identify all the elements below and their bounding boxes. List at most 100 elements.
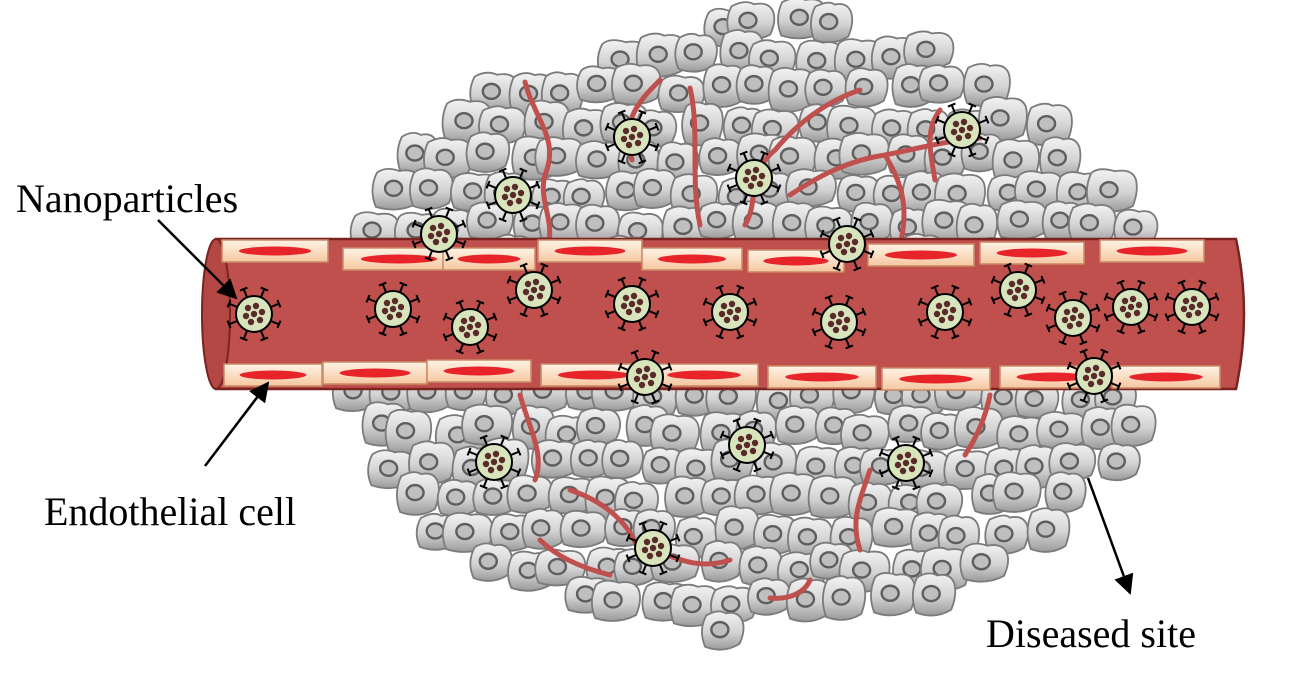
nanoparticle-icon [442, 299, 498, 355]
endothelial-cell-icon [426, 359, 532, 383]
tissue-cell-icon [575, 407, 622, 446]
nanoparticle-icon [726, 150, 782, 206]
tissue-cell-icon [409, 167, 454, 210]
nanoparticle-icon [934, 102, 990, 158]
nanoparticle-icon [617, 349, 673, 405]
tissue-cell-icon [911, 572, 957, 617]
endothelial-cell-icon [641, 247, 743, 271]
tissue-cell-icon [575, 140, 625, 180]
tissue-cell-icon [1110, 403, 1157, 447]
tissue-cell-icon [395, 471, 440, 516]
tissue-cell-icon [521, 507, 566, 550]
tissue-cell-icon [530, 439, 580, 479]
capillary [767, 577, 813, 601]
nanoparticle-icon [917, 284, 973, 340]
capillary [522, 79, 553, 248]
tissue-cell-icon [674, 32, 718, 73]
tissue-cell-icon [1097, 442, 1141, 482]
endothelial-cell-icon [1111, 365, 1221, 389]
tissue-cell-icon [1113, 208, 1159, 248]
capillary [687, 85, 703, 228]
tissue-cell-icon [804, 68, 848, 108]
nanoparticle-icon [990, 262, 1046, 318]
tissue-cell-icon [641, 446, 685, 485]
nanoparticle-icon [485, 167, 541, 223]
endothelial-cell-icon [537, 239, 643, 263]
tissue-cell-icon [649, 413, 700, 455]
tissue-cell-icon [469, 542, 513, 582]
nanoparticle-icon [625, 520, 681, 576]
capillary [962, 392, 993, 458]
diseased-site-label: Diseased site [986, 611, 1196, 656]
endothelial-cell-icon [1099, 239, 1205, 263]
endothelial-cell-arrow [204, 381, 270, 467]
tissue-cell-icon [767, 67, 815, 113]
endothelial-cell-icon [223, 363, 323, 387]
tissue-cell-icon [903, 30, 955, 70]
endothelial-cell-icon [322, 361, 428, 385]
capillary [927, 107, 943, 183]
nanoparticle-icon [226, 286, 282, 342]
tissue-cell-icon [534, 548, 587, 587]
endothelial-cell-icon [767, 365, 877, 389]
tissue-cell-icon [959, 542, 1009, 583]
tissue-cell-icon [701, 610, 745, 651]
tissue-cell-icon [738, 545, 783, 587]
tissue-cell-icon [590, 579, 641, 622]
tissue-cell-icon [576, 65, 623, 104]
capillary [882, 152, 907, 248]
tissue-cell-icon [774, 405, 821, 445]
tissue-cell-icon [915, 482, 964, 522]
tissue-cell-icon [996, 199, 1048, 241]
tissue-cell-icon [697, 201, 742, 240]
tissue-cell-icon [767, 135, 818, 179]
nanoparticles-label: Nanoparticles [16, 176, 239, 221]
nanoparticle-icon [819, 216, 875, 272]
diseased-tissue [319, 0, 1170, 651]
endothelial-cell-icon [747, 249, 845, 273]
tissue-cell-icon [992, 471, 1042, 513]
capillary [853, 467, 873, 553]
tissue-cell-icon [601, 439, 644, 480]
nanoparticles-arrow [157, 219, 238, 300]
capillary [742, 87, 863, 228]
nanoparticle-icon [411, 206, 467, 262]
nanoparticle-icon [811, 294, 867, 350]
tissue-cell-icon [1044, 471, 1087, 514]
nanoparticle-icon [878, 435, 934, 491]
tissue-cell-icon [844, 67, 889, 108]
endothelial-cell-icon [342, 247, 456, 271]
tissue-cell-icon [569, 439, 613, 479]
nanoparticle-icon [604, 276, 660, 332]
endothelial-cell-icon [649, 363, 759, 387]
tissue-cell-icon [886, 133, 931, 177]
tissue-cell-icon [632, 167, 678, 209]
tissue-cell-icon [1026, 507, 1071, 553]
capillary [517, 392, 541, 483]
tissue-cell-icon [1039, 136, 1082, 181]
pointer-arrows [157, 219, 1134, 595]
nanoparticle-icon [604, 109, 660, 165]
endothelial-layer [221, 239, 1221, 391]
tissue-cell-icon [810, 1, 854, 44]
tissue-cell-icon [1036, 411, 1088, 450]
tissue-cell-icon [785, 577, 831, 623]
nanoparticle-icon [1066, 348, 1122, 404]
tissue-cell-icon [1026, 102, 1073, 147]
nanoparticles-group [226, 102, 1220, 576]
tissue-cell-icon [920, 412, 965, 451]
vessel-opening [201, 238, 231, 390]
tissue-cell-icon [917, 64, 966, 104]
endothelial-cell-label: Endothelial cell [44, 489, 297, 534]
nanoparticle-icon [702, 284, 758, 340]
endothelial-cell-icon [867, 243, 975, 267]
tissue-cell-icon [870, 572, 916, 617]
endothelial-cell-icon [881, 367, 991, 391]
nanoparticle-icon [506, 262, 562, 318]
endothelial-cell-icon [442, 247, 536, 271]
tissue-cell-icon [955, 202, 998, 249]
tissue-cell-icon [698, 137, 743, 176]
tissue-cell-icon [465, 131, 511, 173]
nanoparticle-icon [1164, 279, 1220, 335]
